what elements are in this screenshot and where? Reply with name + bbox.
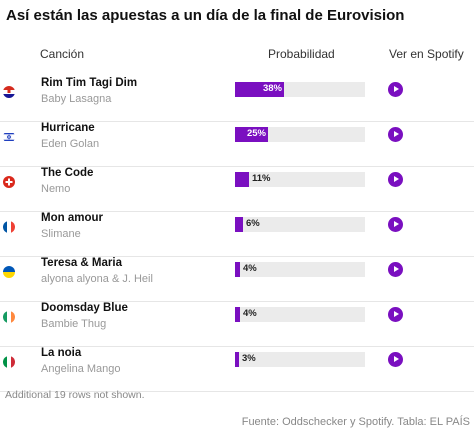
- probability-bar: [235, 172, 249, 187]
- artist-name: alyona alyona & J. Heil: [41, 273, 153, 285]
- song-title: Teresa & Maria: [41, 257, 122, 269]
- probability-label: 4%: [243, 308, 257, 319]
- probability-bar: [235, 127, 268, 142]
- table-row: Hurricane Eden Golan 25%: [0, 122, 474, 167]
- table-row: Doomsday Blue Bambie Thug 4%: [0, 302, 474, 347]
- column-header-probability: Probabilidad: [268, 47, 335, 61]
- switzerland-flag-icon: [3, 176, 15, 188]
- source-credit: Fuente: Oddschecker y Spotify. Tabla: EL…: [241, 416, 470, 428]
- probability-label: 3%: [242, 353, 256, 364]
- artist-name: Angelina Mango: [41, 363, 121, 375]
- probability-bar-track: 6%: [235, 217, 365, 232]
- song-title: La noia: [41, 347, 82, 359]
- spotify-play-button[interactable]: [388, 307, 403, 322]
- probability-bar: [235, 307, 240, 322]
- spotify-play-button[interactable]: [388, 217, 403, 232]
- artist-name: Slimane: [41, 228, 81, 240]
- israel-flag-icon: [3, 131, 15, 143]
- probability-label: 38%: [262, 83, 282, 94]
- probability-bar-track: 4%: [235, 307, 365, 322]
- table-row: The Code Nemo 11%: [0, 167, 474, 212]
- table-row: Mon amour Slimane 6%: [0, 212, 474, 257]
- song-title: Rim Tim Tagi Dim: [41, 77, 138, 89]
- ireland-flag-icon: [3, 311, 15, 323]
- table-row: Rim Tim Tagi Dim Baby Lasagna 38%: [0, 77, 474, 122]
- song-title: The Code: [41, 167, 94, 179]
- artist-name: Bambie Thug: [41, 318, 107, 330]
- artist-name: Eden Golan: [41, 138, 100, 150]
- probability-bar-track: 4%: [235, 262, 365, 277]
- ukraine-flag-icon: [3, 266, 15, 278]
- spotify-play-button[interactable]: [388, 262, 403, 277]
- column-header-song: Canción: [40, 47, 85, 61]
- probability-label: 4%: [243, 263, 257, 274]
- song-title: Hurricane: [41, 122, 95, 134]
- probability-bar-track: 3%: [235, 352, 365, 367]
- probability-bar-track: 11%: [235, 172, 365, 187]
- spotify-play-button[interactable]: [388, 172, 403, 187]
- probability-label: 6%: [246, 218, 260, 229]
- probability-bar-track: 38%: [235, 82, 365, 97]
- song-title: Doomsday Blue: [41, 302, 128, 314]
- probability-bar: [235, 217, 243, 232]
- table-row: Teresa & Maria alyona alyona & J. Heil 4%: [0, 257, 474, 302]
- probability-label: 25%: [246, 128, 266, 139]
- footnote: Additional 19 rows not shown.: [5, 389, 145, 401]
- song-title: Mon amour: [41, 212, 103, 224]
- probability-bar: [235, 82, 284, 97]
- table-row: La noia Angelina Mango 3%: [0, 347, 474, 392]
- probability-label: 11%: [252, 173, 271, 184]
- page-title: Así están las apuestas a un día de la fi…: [6, 7, 405, 24]
- italy-flag-icon: [3, 356, 15, 368]
- column-header-spotify: Ver en Spotify: [389, 47, 464, 61]
- probability-bar: [235, 352, 239, 367]
- artist-name: Nemo: [41, 183, 71, 195]
- artist-name: Baby Lasagna: [41, 93, 112, 105]
- probability-bar-track: 25%: [235, 127, 365, 142]
- france-flag-icon: [3, 221, 15, 233]
- croatia-flag-icon: [3, 86, 15, 98]
- spotify-play-button[interactable]: [388, 127, 403, 142]
- spotify-play-button[interactable]: [388, 82, 403, 97]
- spotify-play-button[interactable]: [388, 352, 403, 367]
- probability-bar: [235, 262, 240, 277]
